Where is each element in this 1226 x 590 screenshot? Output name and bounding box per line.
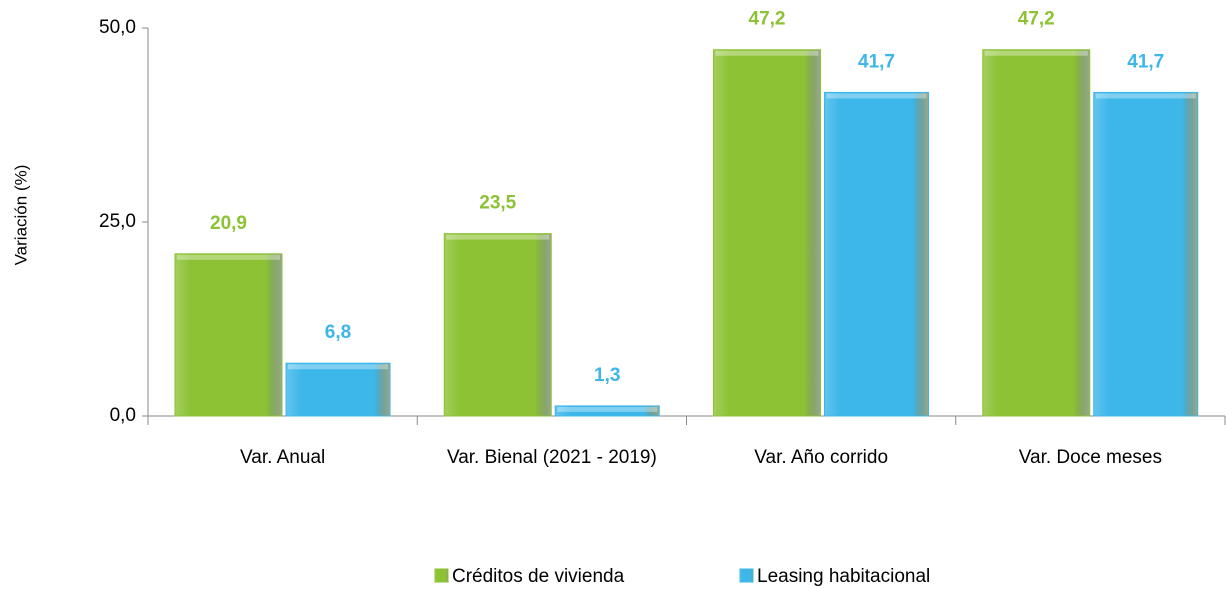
data-label: 20,9 <box>210 213 247 234</box>
x-tick-label: Var. Anual <box>240 447 325 468</box>
data-label: 23,5 <box>479 193 516 214</box>
legend-label: Leasing habitacional <box>757 566 930 587</box>
bar-bevel <box>288 364 388 370</box>
bar <box>713 49 821 417</box>
data-label: 47,2 <box>749 9 786 30</box>
bar <box>174 253 283 417</box>
bar <box>443 233 552 417</box>
bar-bevel <box>984 50 1088 56</box>
y-tick-label: 25,0 <box>99 211 136 232</box>
data-label: 41,7 <box>1127 51 1164 72</box>
bar-bevel <box>557 406 658 412</box>
x-tick-label: Var. Año corrido <box>754 447 888 468</box>
x-tick-label: Var. Bienal (2021 - 2019) <box>447 447 657 468</box>
data-label: 1,3 <box>594 365 620 386</box>
bar-bevel <box>826 93 927 99</box>
bar <box>1093 91 1199 417</box>
bar-bevel <box>446 234 550 240</box>
x-tick-label: Var. Doce meses <box>1019 447 1162 468</box>
bar-bevel <box>715 50 819 56</box>
bar <box>554 405 660 417</box>
legend-swatch <box>434 568 449 583</box>
data-label: 41,7 <box>858 51 895 72</box>
bar-bevel <box>1095 93 1196 99</box>
bar <box>982 49 1091 417</box>
y-tick-label: 0,0 <box>110 405 136 426</box>
y-axis-label: Variación (%) <box>11 165 30 266</box>
y-tick-label: 50,0 <box>99 17 136 38</box>
bar <box>285 362 391 417</box>
data-label: 6,8 <box>325 322 351 343</box>
legend-label: Créditos de vivienda <box>452 566 625 587</box>
data-label: 47,2 <box>1018 9 1055 30</box>
bar-bevel <box>177 254 280 260</box>
bar <box>824 91 929 417</box>
legend-swatch <box>739 568 754 583</box>
